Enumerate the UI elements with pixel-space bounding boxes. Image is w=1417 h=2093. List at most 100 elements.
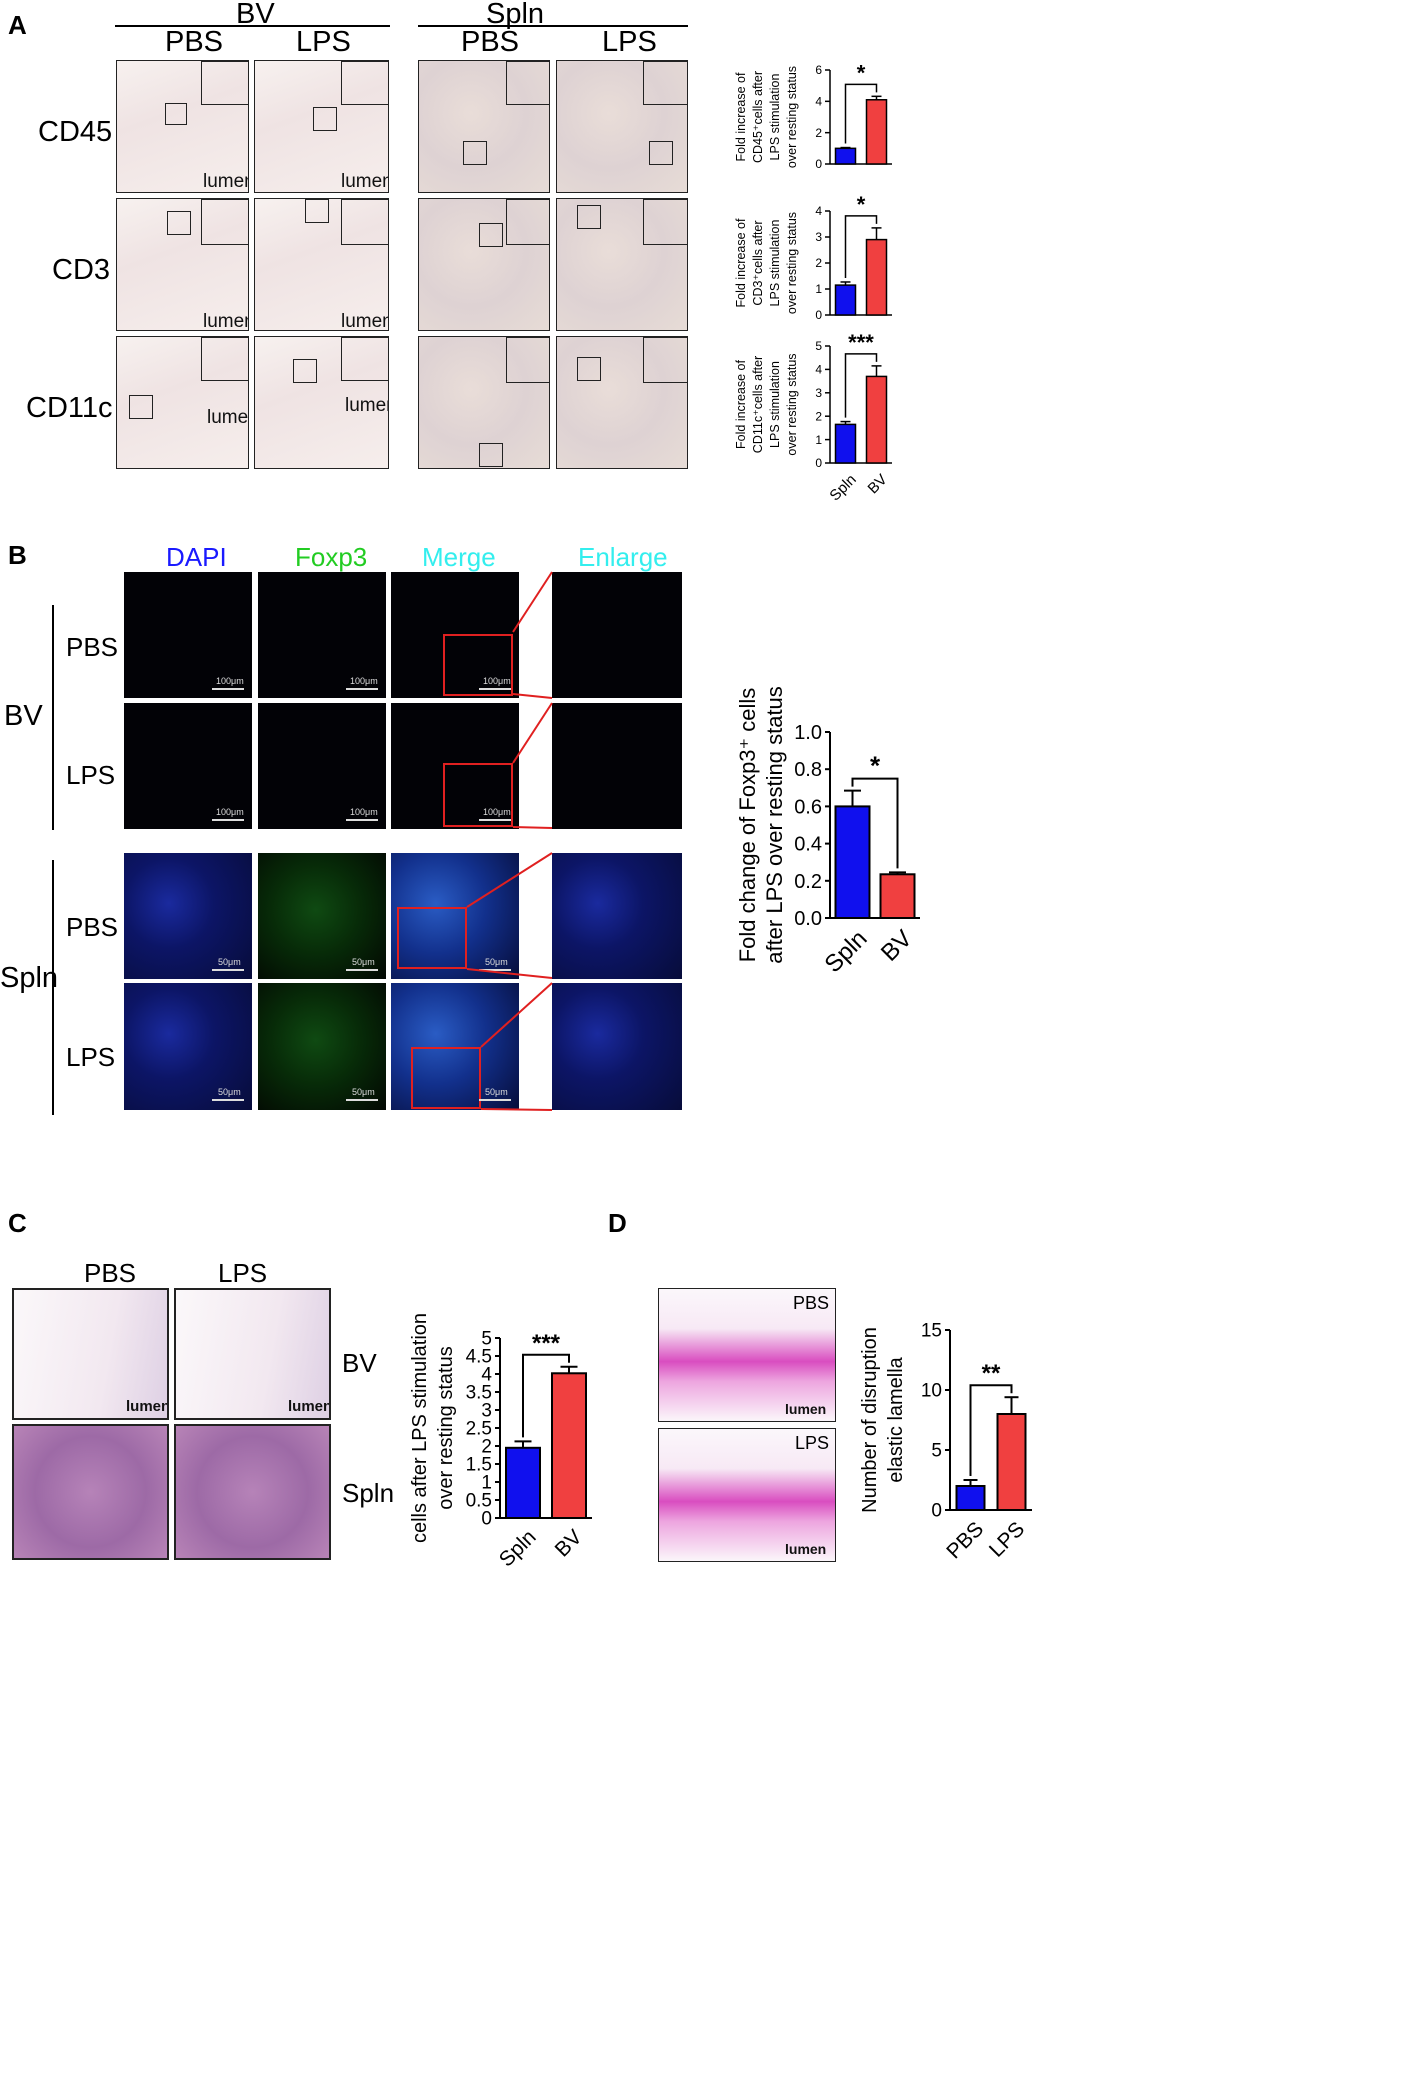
- chart-cd3: 0 1 2 3 4 * Fold increase of CD3⁺cells after LPS…: [734, 195, 892, 322]
- bar-pbs: [955, 1485, 986, 1511]
- zoom-box: [305, 199, 329, 223]
- enlarge-region-box: [411, 1047, 481, 1109]
- col-label-spln-lps: LPS: [602, 26, 657, 58]
- y-axis-label: Fold increase of: [734, 360, 748, 449]
- inset-box: [341, 61, 388, 105]
- y-tick-label: 3: [815, 230, 822, 244]
- inset-box: [201, 199, 248, 245]
- fluor-image-bv-pbs-foxp3: 100μm: [258, 572, 386, 698]
- image-label-pbs: PBS: [792, 1293, 829, 1313]
- group-label-bv: BV: [4, 700, 43, 732]
- he-image-bv-lps: lumen: [174, 1288, 331, 1420]
- image-label-lps: LPS: [794, 1433, 829, 1453]
- inset-box: [506, 199, 549, 245]
- lumen-label: lumen: [345, 395, 388, 416]
- y-axis-label: CD11c⁺cells after: [751, 356, 765, 453]
- y-tick-label: 3.5: [466, 1383, 492, 1404]
- lumen-label: lumen: [126, 1398, 169, 1415]
- panel-d-letter: D: [608, 1208, 627, 1238]
- significance-bracket: [844, 215, 878, 278]
- inset-box: [643, 337, 687, 383]
- zoom-box: [129, 395, 153, 419]
- chart-cd45: 0 2 4 6 * Fold increase of CD45⁺cells after LPS…: [734, 60, 892, 171]
- inset-box: [201, 61, 248, 105]
- lumen-label: lumen: [341, 311, 389, 331]
- bar-lps: [996, 1413, 1027, 1511]
- y-tick-label: 4: [815, 95, 822, 109]
- y-axis-label: Fold increase of: [400, 1356, 405, 1499]
- y-tick-label: 2: [815, 126, 822, 140]
- inset-box: [341, 199, 388, 245]
- significance-bracket: [969, 1384, 1013, 1476]
- channel-label-enlarge: Enlarge: [578, 542, 668, 572]
- channel-label-merge: Merge: [422, 542, 496, 572]
- row-label-cd45: CD45: [38, 116, 113, 148]
- fluor-image-bv-lps-dapi: 100μm: [124, 703, 252, 829]
- group-line-spln: [52, 860, 54, 1115]
- row-label-bv: BV: [342, 1348, 377, 1378]
- ihc-image-cd11c-spln-lps: [556, 336, 688, 469]
- zoom-box: [577, 205, 601, 229]
- y-tick-label: 1: [815, 282, 822, 296]
- ihc-image-cd3-bv-pbs: lumen: [116, 198, 249, 331]
- y-tick-label: 0: [481, 1509, 492, 1530]
- enlarge-region-box: [443, 634, 513, 696]
- evg-image-lps: LPS lumen: [658, 1428, 836, 1562]
- x-tick-label: Spln: [495, 1525, 541, 1571]
- inset-box: [341, 337, 388, 381]
- lumen-label: lumen: [207, 407, 249, 428]
- y-axis-label: after LPS over resting status: [762, 686, 787, 964]
- col-label-lps: LPS: [218, 1258, 268, 1288]
- y-axis-label: LPS stimulation: [768, 361, 782, 448]
- y-axis-label: CD3⁺cells after: [751, 220, 765, 305]
- enlarge-region-box: [443, 763, 513, 827]
- lumen-label: lumen: [288, 1398, 331, 1415]
- y-axis-label: LPS stimulation: [768, 220, 782, 307]
- lumen-label: lumen: [203, 311, 248, 331]
- y-tick-label: 6: [815, 63, 822, 77]
- y-tick-label: 5: [815, 339, 822, 353]
- y-axis-label: Fold change of Foxp3⁺ cells: [735, 688, 760, 963]
- ihc-image-cd11c-bv-pbs: lumen: [116, 336, 249, 469]
- y-tick-label: 2: [815, 256, 822, 270]
- significance-bracket: [844, 353, 878, 418]
- fluor-image-spln-pbs-enlarge: [552, 853, 682, 979]
- ihc-image-cd45-spln-lps: [556, 60, 688, 193]
- fluor-image-bv-lps-merge: 100μm: [391, 703, 519, 829]
- col-label-bv-lps: LPS: [296, 26, 351, 58]
- y-tick-label: 0.0: [794, 908, 822, 930]
- y-tick-label: 0: [815, 456, 822, 470]
- y-axis-label: CD45⁺cells after: [751, 71, 765, 163]
- ihc-image-cd45-spln-pbs: [418, 60, 550, 193]
- fluor-image-spln-lps-merge: 50μm: [391, 983, 519, 1110]
- channel-label-dapi: DAPI: [166, 542, 227, 572]
- y-tick-label: 4: [815, 204, 822, 218]
- significance-bracket: [844, 83, 878, 144]
- fluor-image-bv-pbs-enlarge: [552, 572, 682, 698]
- y-axis-label: over resting status: [435, 1346, 457, 1509]
- y-tick-label: 2: [481, 1437, 492, 1458]
- row-label-cd11c: CD11c: [26, 392, 113, 424]
- significance-label: *: [857, 195, 866, 217]
- group-label-spln: Spln: [0, 962, 59, 994]
- enlarge-connector-lines: [466, 571, 553, 1111]
- fluor-image-spln-pbs-dapi: 50μm: [124, 853, 252, 979]
- y-tick-label: 0: [931, 1501, 942, 1522]
- inset-box: [506, 337, 549, 383]
- panel-b-letter: B: [8, 540, 27, 570]
- lumen-label: lumen: [203, 171, 248, 192]
- fluor-image-spln-pbs-foxp3: 50μm: [258, 853, 386, 979]
- fluor-image-bv-pbs-dapi: 100μm: [124, 572, 252, 698]
- chart-he-cells: 00.511.522.533.544.55 Spln BV *** Fold incre…: [400, 1313, 592, 1571]
- significance-label: **: [982, 1360, 1001, 1387]
- significance-label: ***: [532, 1330, 561, 1357]
- group-line-bv: [52, 605, 54, 830]
- x-tick-label: LPS: [985, 1517, 1029, 1561]
- y-tick-label: 15: [921, 1321, 942, 1342]
- bar-spln: [834, 284, 857, 316]
- significance-bracket: [522, 1353, 570, 1438]
- ihc-image-cd11c-spln-pbs: [418, 336, 550, 469]
- x-tick-label: BV: [876, 925, 918, 967]
- y-tick-label: 0.5: [466, 1491, 492, 1512]
